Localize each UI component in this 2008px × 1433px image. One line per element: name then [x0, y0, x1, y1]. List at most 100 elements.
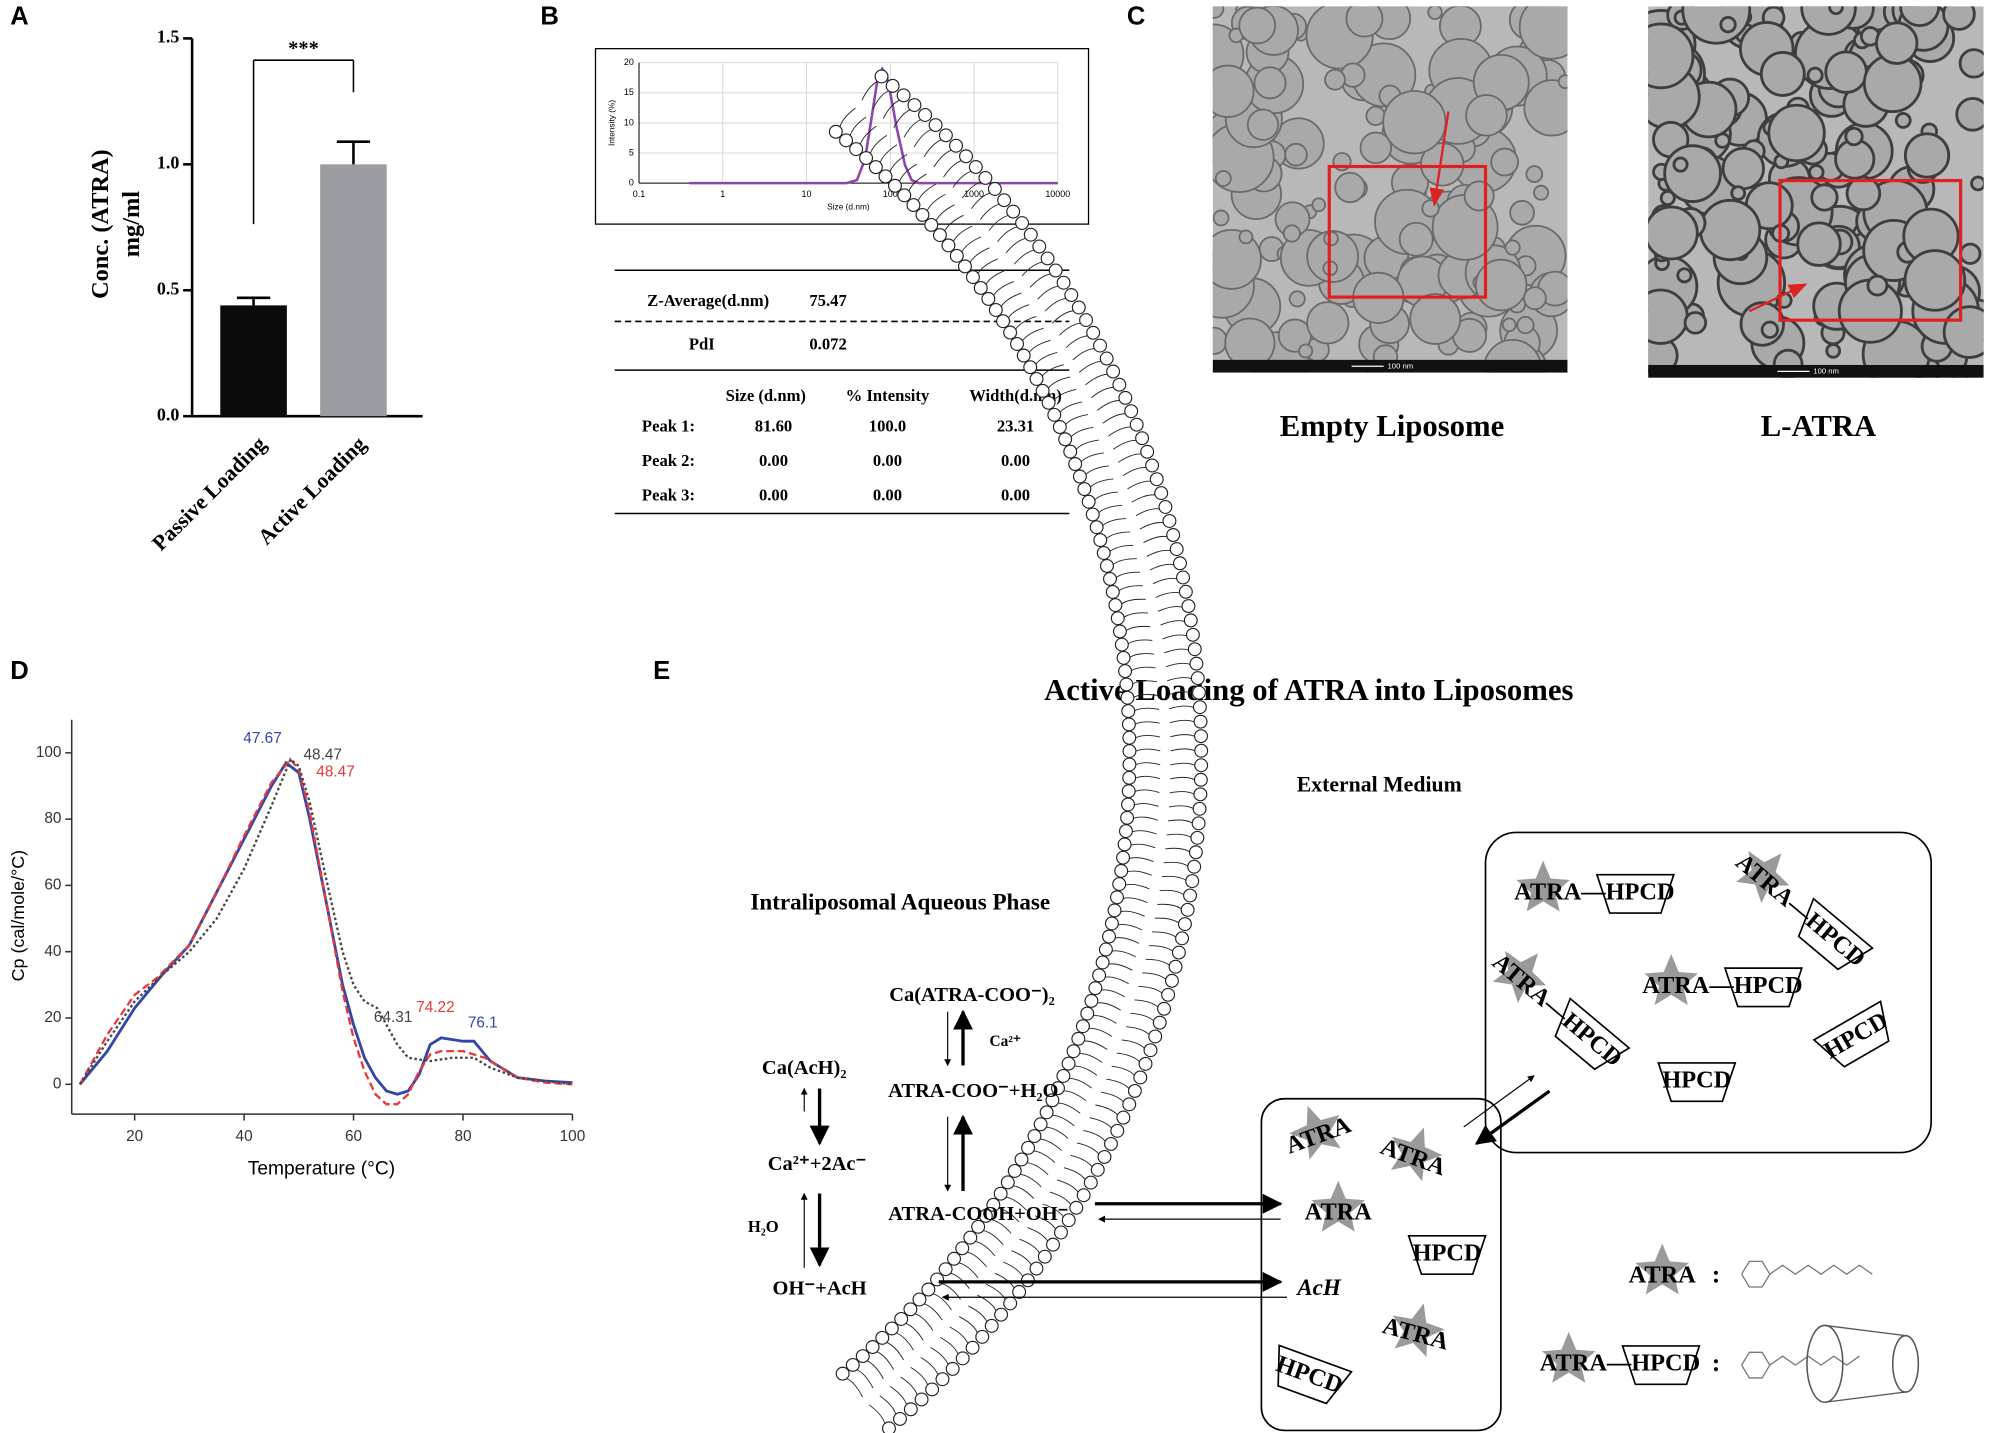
x-tick-label: 60	[345, 1128, 362, 1145]
lipid-head	[1056, 275, 1071, 290]
table-cell: 23.31	[997, 417, 1034, 436]
lipid-head	[1000, 1175, 1015, 1190]
lipid-head	[868, 160, 883, 175]
lipid-tail	[1168, 691, 1193, 696]
compartment	[1484, 831, 1932, 1154]
lipid-tail	[1115, 937, 1140, 944]
lipid-tail	[1058, 1102, 1081, 1114]
molecule: ATRA	[1377, 1127, 1450, 1181]
lipid-tail	[985, 1283, 1006, 1300]
lipid-tail	[1155, 591, 1180, 598]
vesicle	[1828, 6, 1844, 16]
lipid-head	[1061, 1213, 1076, 1228]
lipid-head	[1187, 642, 1202, 657]
peak-annotation: 76.1	[468, 1014, 498, 1031]
lipid-head	[865, 1340, 880, 1355]
lipid-tail	[1123, 612, 1149, 618]
lipid-head	[1177, 917, 1192, 932]
vesicle	[1796, 221, 1842, 267]
lipid-head	[935, 1372, 950, 1387]
vesicle	[1323, 230, 1339, 247]
lipid-head	[859, 151, 874, 166]
lipid-head	[1037, 1249, 1052, 1264]
lipid-head	[1121, 704, 1136, 719]
lipid-head	[1096, 545, 1111, 560]
lipid-tail	[1135, 748, 1161, 752]
lipid-tail	[1042, 1203, 1064, 1218]
diagram-label: AcH	[1295, 1274, 1342, 1300]
lipid-head	[1118, 390, 1133, 405]
lipid-tail	[1095, 1104, 1118, 1116]
lipid-head	[1116, 650, 1131, 665]
lipid-head	[1106, 364, 1121, 379]
lipid-tail	[1027, 1162, 1049, 1176]
x-tick-label: 10000	[1045, 189, 1070, 199]
lipid-tail	[958, 1316, 978, 1333]
lipid-tail	[1033, 1150, 1056, 1164]
y-tick-label: 0.5	[157, 278, 179, 298]
series-line	[78, 757, 573, 1106]
lipid-tail	[1132, 680, 1158, 685]
vesicle	[1648, 22, 1695, 90]
lipid-head	[1076, 1188, 1091, 1203]
lipid-tail	[1063, 1090, 1087, 1102]
lipid-tail	[1159, 889, 1184, 895]
vesicle	[1894, 112, 1912, 129]
lipid-tail	[859, 125, 877, 145]
vesicle	[1212, 326, 1228, 355]
atra-star	[1311, 1180, 1366, 1232]
lipid-tail	[839, 107, 856, 127]
vesicle	[1903, 249, 1967, 312]
lipid-head	[1157, 1001, 1172, 1016]
vesicle	[1958, 48, 1984, 79]
lipid-head	[1006, 204, 1021, 219]
lipid-head	[1045, 1093, 1060, 1108]
lipid-tail	[1142, 972, 1167, 980]
molecule-label: ATRA—HPCD	[1514, 878, 1674, 905]
lipid-head	[1188, 845, 1203, 860]
lipid-head	[924, 217, 939, 232]
lipid-head	[1158, 500, 1173, 514]
lipid-head	[1061, 1056, 1076, 1071]
lipid-tail	[861, 81, 878, 101]
y-axis-label: Cp (cal/mole/°C)	[8, 850, 28, 982]
table-cell: 0.00	[1001, 486, 1030, 505]
molecule: ATRA—HPCD	[1642, 954, 1803, 1008]
vesicle	[1721, 146, 1765, 191]
error-bar	[236, 296, 271, 306]
lipid-head	[1169, 542, 1184, 557]
vesicle	[1681, 6, 1752, 45]
lipid-head	[885, 78, 900, 93]
vesicle	[1739, 301, 1785, 347]
lipid-head	[984, 1318, 999, 1333]
lipid-head	[1023, 360, 1038, 375]
lipid-head	[906, 198, 921, 213]
lipid-head	[955, 1351, 970, 1366]
vesicle	[1903, 132, 1951, 179]
lipid-tail	[1106, 531, 1130, 539]
lipid-head	[1176, 570, 1191, 585]
lipid-head	[1092, 968, 1107, 983]
lipid-tail	[1170, 762, 1195, 766]
lipid-head	[1178, 584, 1193, 599]
hpcd-cup	[1554, 997, 1631, 1071]
table-cell: Z-Average(d.nm)	[647, 291, 769, 310]
lipid-tail	[1151, 931, 1177, 938]
lipid-head	[1183, 888, 1198, 903]
lipid-head	[949, 138, 964, 153]
lipid-tail	[903, 119, 921, 138]
diagram-label: ATRA-COO⁻+H₂O	[888, 1080, 1058, 1102]
lipid-tail	[1097, 1002, 1121, 1011]
panel-label: C	[1127, 3, 1146, 31]
lipid-tail	[1037, 285, 1059, 300]
lipid-tail	[893, 109, 911, 129]
diagram-label: Ca²⁺+2Ac⁻	[768, 1153, 867, 1175]
lipid-head	[1122, 744, 1137, 759]
lipid-head	[973, 280, 988, 295]
lipid-tail	[1167, 819, 1193, 824]
lipid-tail	[1134, 707, 1160, 712]
lipid-head	[1083, 1175, 1098, 1190]
lipid-head	[968, 160, 983, 175]
lipid-head	[903, 1402, 918, 1417]
lipid-tail	[970, 192, 991, 210]
